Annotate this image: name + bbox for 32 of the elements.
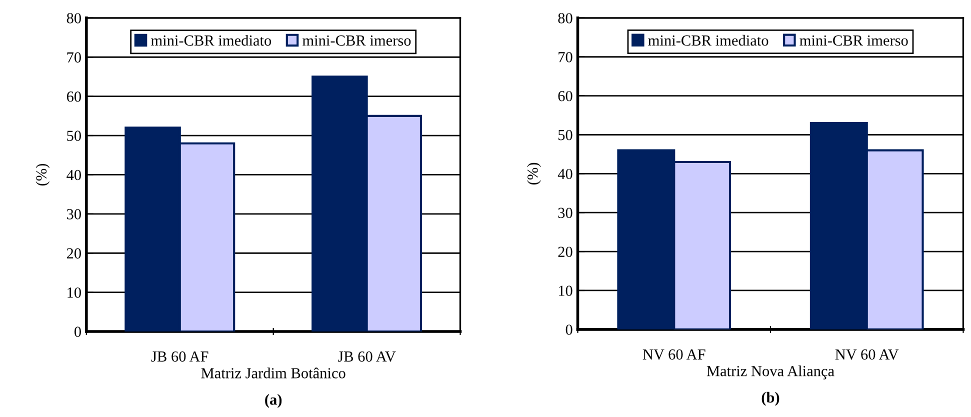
x-tick-label: JB 60 AF — [151, 351, 208, 362]
y-tick-label: 10 — [558, 286, 572, 296]
legend-label: mini-CBR imediato — [151, 34, 272, 46]
legend-label: mini-CBR imerso — [800, 35, 908, 46]
y-tick-label: 60 — [66, 91, 81, 102]
y-axis-title: (%) — [527, 162, 541, 184]
y-tick-label: 30 — [67, 209, 81, 220]
y-tick-label: 30 — [558, 208, 572, 218]
x-tick-label: NV 60 AF — [642, 349, 706, 360]
y-tick-label: 70 — [67, 52, 81, 63]
text: (b) — [762, 392, 780, 406]
y-tick-label: 0 — [566, 324, 572, 335]
y-tick-label: 80 — [66, 13, 81, 24]
x-tick-label: NV 60 AV — [835, 349, 899, 360]
legend-label: mini-CBR imediato — [648, 34, 768, 46]
y-tick-label: 60 — [558, 90, 572, 102]
y-tick-label: 40 — [558, 168, 572, 180]
text: (a) — [265, 394, 282, 408]
x-axis-title: Matriz Nova Aliança — [706, 366, 834, 380]
y-tick-label: 20 — [558, 246, 572, 258]
x-axis-title: Matriz Jardim Botânico — [201, 368, 346, 378]
y-tick-label: 40 — [66, 170, 81, 180]
y-tick-label: 0 — [74, 326, 81, 337]
y-tick-label: 20 — [66, 248, 81, 259]
legend-label: mini-CBR imerso — [302, 35, 411, 46]
y-tick-label: 80 — [558, 13, 572, 24]
y-tick-label: 50 — [558, 130, 572, 140]
y-axis-title: (%) — [36, 164, 50, 186]
y-tick-label: 50 — [67, 130, 81, 141]
y-tick-label: 70 — [558, 52, 572, 62]
y-tick-label: 10 — [68, 287, 81, 298]
x-tick-label: JB 60 AV — [338, 351, 396, 362]
